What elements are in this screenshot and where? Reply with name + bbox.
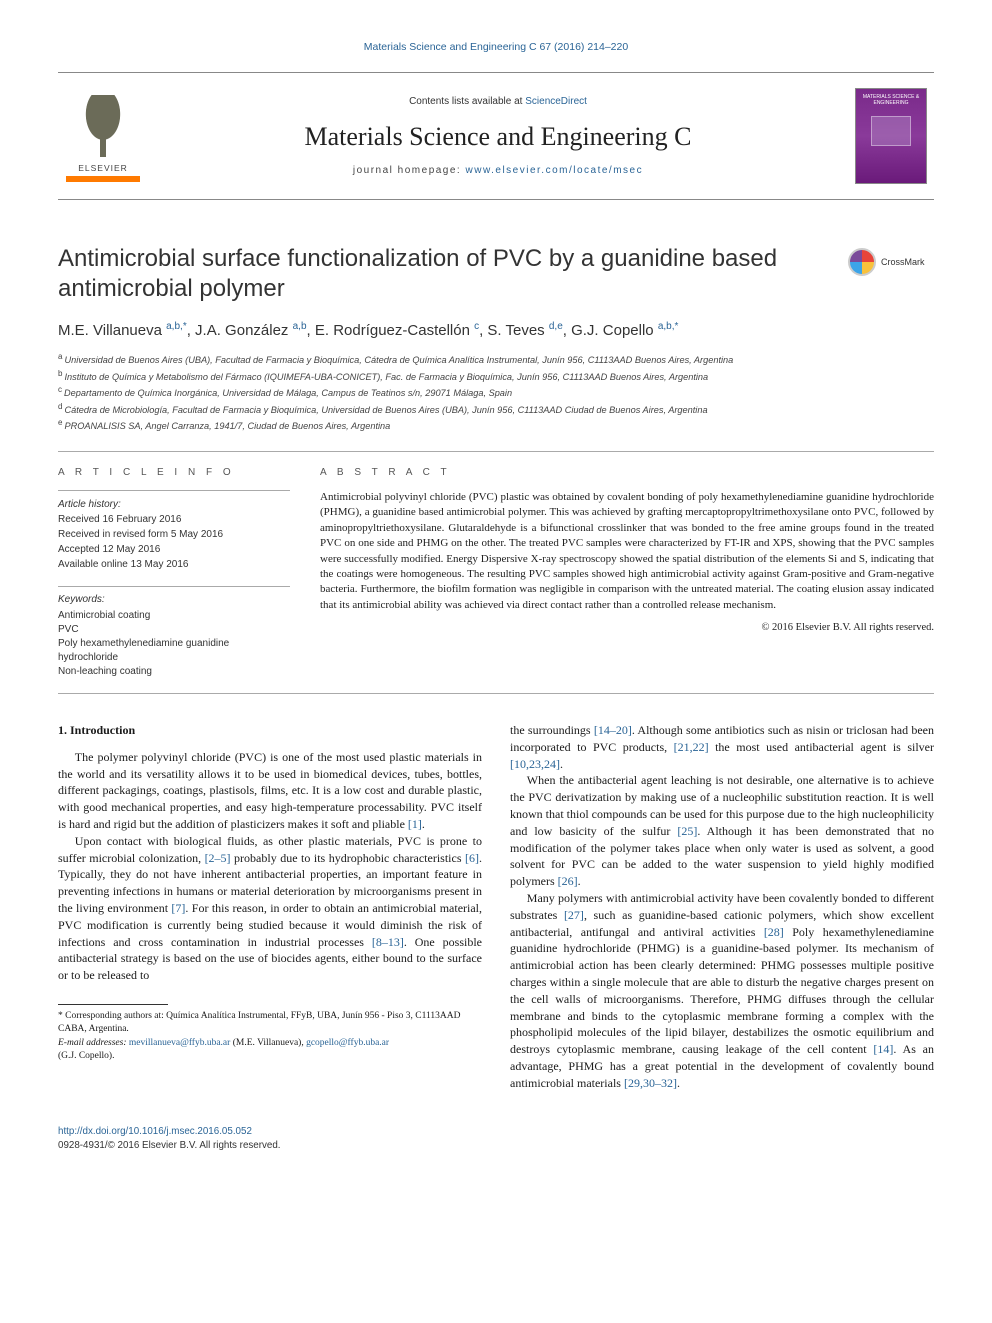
body-paragraph: When the antibacterial agent leaching is…: [510, 772, 934, 890]
divider: [58, 693, 934, 694]
elsevier-orange-bar: [66, 176, 140, 182]
publisher-logo-box: ELSEVIER: [58, 73, 148, 199]
crossmark-badge[interactable]: CrossMark: [848, 248, 934, 276]
doi-link[interactable]: http://dx.doi.org/10.1016/j.msec.2016.05…: [58, 1126, 252, 1137]
citation-ref[interactable]: [27]: [564, 908, 584, 922]
keyword-item: PVC: [58, 623, 290, 637]
affiliation-line: ePROANALISIS SA, Angel Carranza, 1941/7,…: [58, 417, 934, 433]
author-aff-sup[interactable]: c: [474, 321, 479, 332]
history-label: Article history:: [58, 497, 290, 512]
elsevier-logo[interactable]: ELSEVIER: [66, 90, 140, 182]
homepage-line: journal homepage: www.elsevier.com/locat…: [148, 164, 848, 178]
keyword-item: Non-leaching coating: [58, 665, 290, 679]
citation-line: Materials Science and Engineering C 67 (…: [58, 40, 934, 54]
citation-ref[interactable]: [7]: [171, 901, 185, 915]
article-title: Antimicrobial surface functionalization …: [58, 244, 832, 304]
author-aff-sup[interactable]: a,b,: [166, 321, 183, 332]
crossmark-icon: [848, 248, 876, 276]
keyword-item: Antimicrobial coating: [58, 609, 290, 623]
history-item: Available online 13 May 2016: [58, 557, 290, 572]
email-link[interactable]: gcopello@ffyb.uba.ar: [306, 1038, 389, 1048]
author-aff-sup[interactable]: d,e: [549, 321, 563, 332]
corresponding-author-note: * Corresponding authors at: Química Anal…: [58, 1010, 482, 1037]
keywords-label: Keywords:: [58, 593, 290, 607]
corresponding-star[interactable]: *: [675, 321, 679, 332]
affiliations-block: aUniversidad de Buenos Aires (UBA), Facu…: [58, 351, 934, 433]
footnotes: * Corresponding authors at: Química Anal…: [58, 1010, 482, 1063]
body-paragraph: Upon contact with biological fluids, as …: [58, 833, 482, 984]
article-info-column: A R T I C L E I N F O Article history: R…: [58, 466, 290, 679]
journal-cover-thumbnail[interactable]: MATERIALS SCIENCE & ENGINEERING: [855, 88, 927, 184]
article-history: Article history: Received 16 February 20…: [58, 490, 290, 572]
citation-ref[interactable]: [8–13]: [372, 935, 404, 949]
email-link[interactable]: mevillanueva@ffyb.uba.ar: [129, 1038, 230, 1048]
body-text: 1. Introduction The polymer polyvinyl ch…: [58, 722, 934, 1092]
contents-lists-line: Contents lists available at ScienceDirec…: [148, 95, 848, 109]
elsevier-tree-icon: [73, 95, 133, 159]
homepage-prefix: journal homepage:: [353, 165, 466, 176]
journal-header: ELSEVIER Contents lists available at Sci…: [58, 72, 934, 200]
affiliation-line: bInstituto de Química y Metabolismo del …: [58, 368, 934, 384]
keywords-box: Keywords: Antimicrobial coating PVC Poly…: [58, 586, 290, 679]
cover-thumb-image: [871, 116, 911, 146]
citation-ref[interactable]: [1]: [408, 817, 422, 831]
author-aff-sup[interactable]: a,b,: [658, 321, 675, 332]
citation-ref[interactable]: [28]: [764, 925, 784, 939]
citation-ref[interactable]: [6]: [465, 851, 479, 865]
citation-ref[interactable]: [29,30–32]: [624, 1076, 677, 1090]
article-info-heading: A R T I C L E I N F O: [58, 466, 290, 480]
body-paragraph: The polymer polyvinyl chloride (PVC) is …: [58, 749, 482, 833]
journal-name: Materials Science and Engineering C: [148, 119, 848, 154]
body-paragraph: the surroundings [14–20]. Although some …: [510, 722, 934, 772]
journal-cover-box: MATERIALS SCIENCE & ENGINEERING: [848, 73, 934, 199]
abstract-column: A B S T R A C T Antimicrobial polyvinyl …: [320, 466, 934, 679]
citation-ref[interactable]: [10,23,24]: [510, 757, 560, 771]
section-heading: 1. Introduction: [58, 722, 482, 739]
affiliation-line: aUniversidad de Buenos Aires (UBA), Facu…: [58, 351, 934, 367]
elsevier-logo-text: ELSEVIER: [78, 163, 128, 174]
header-center: Contents lists available at ScienceDirec…: [148, 73, 848, 199]
citation-ref[interactable]: [14–20]: [594, 723, 632, 737]
affiliation-line: cDepartamento de Química Inorgánica, Uni…: [58, 384, 934, 400]
abstract-copyright: © 2016 Elsevier B.V. All rights reserved…: [320, 621, 934, 635]
history-item: Accepted 12 May 2016: [58, 542, 290, 557]
author-list: M.E. Villanueva a,b,*, J.A. González a,b…: [58, 320, 934, 341]
author-aff-sup[interactable]: a,b: [293, 321, 307, 332]
homepage-link[interactable]: www.elsevier.com/locate/msec: [466, 165, 644, 176]
history-item: Received 16 February 2016: [58, 512, 290, 527]
citation-ref[interactable]: [2–5]: [205, 851, 231, 865]
citation-ref[interactable]: [26]: [558, 874, 578, 888]
issn-copyright: 0928-4931/© 2016 Elsevier B.V. All right…: [58, 1140, 281, 1151]
email-label: E-mail addresses:: [58, 1038, 129, 1048]
keyword-item: Poly hexamethylenediamine guanidine hydr…: [58, 637, 290, 665]
abstract-text: Antimicrobial polyvinyl chloride (PVC) p…: [320, 490, 934, 613]
sciencedirect-link[interactable]: ScienceDirect: [525, 96, 587, 107]
history-item: Received in revised form 5 May 2016: [58, 527, 290, 542]
email-addresses: E-mail addresses: mevillanueva@ffyb.uba.…: [58, 1037, 482, 1064]
divider: [58, 451, 934, 452]
body-paragraph: Many polymers with antimicrobial activit…: [510, 890, 934, 1092]
affiliation-line: dCátedra de Microbiología, Facultad de F…: [58, 401, 934, 417]
citation-ref[interactable]: [21,22]: [674, 740, 709, 754]
citation-ref[interactable]: [14]: [873, 1042, 893, 1056]
cover-thumb-title: MATERIALS SCIENCE & ENGINEERING: [856, 95, 926, 106]
crossmark-label: CrossMark: [881, 256, 925, 268]
footnote-rule: [58, 1004, 168, 1005]
citation-ref[interactable]: [25]: [677, 824, 697, 838]
contents-prefix: Contents lists available at: [409, 96, 525, 107]
abstract-heading: A B S T R A C T: [320, 466, 934, 480]
citation-link[interactable]: Materials Science and Engineering C 67 (…: [364, 41, 628, 53]
corresponding-star[interactable]: *: [183, 321, 187, 332]
page-footer: http://dx.doi.org/10.1016/j.msec.2016.05…: [58, 1125, 934, 1151]
